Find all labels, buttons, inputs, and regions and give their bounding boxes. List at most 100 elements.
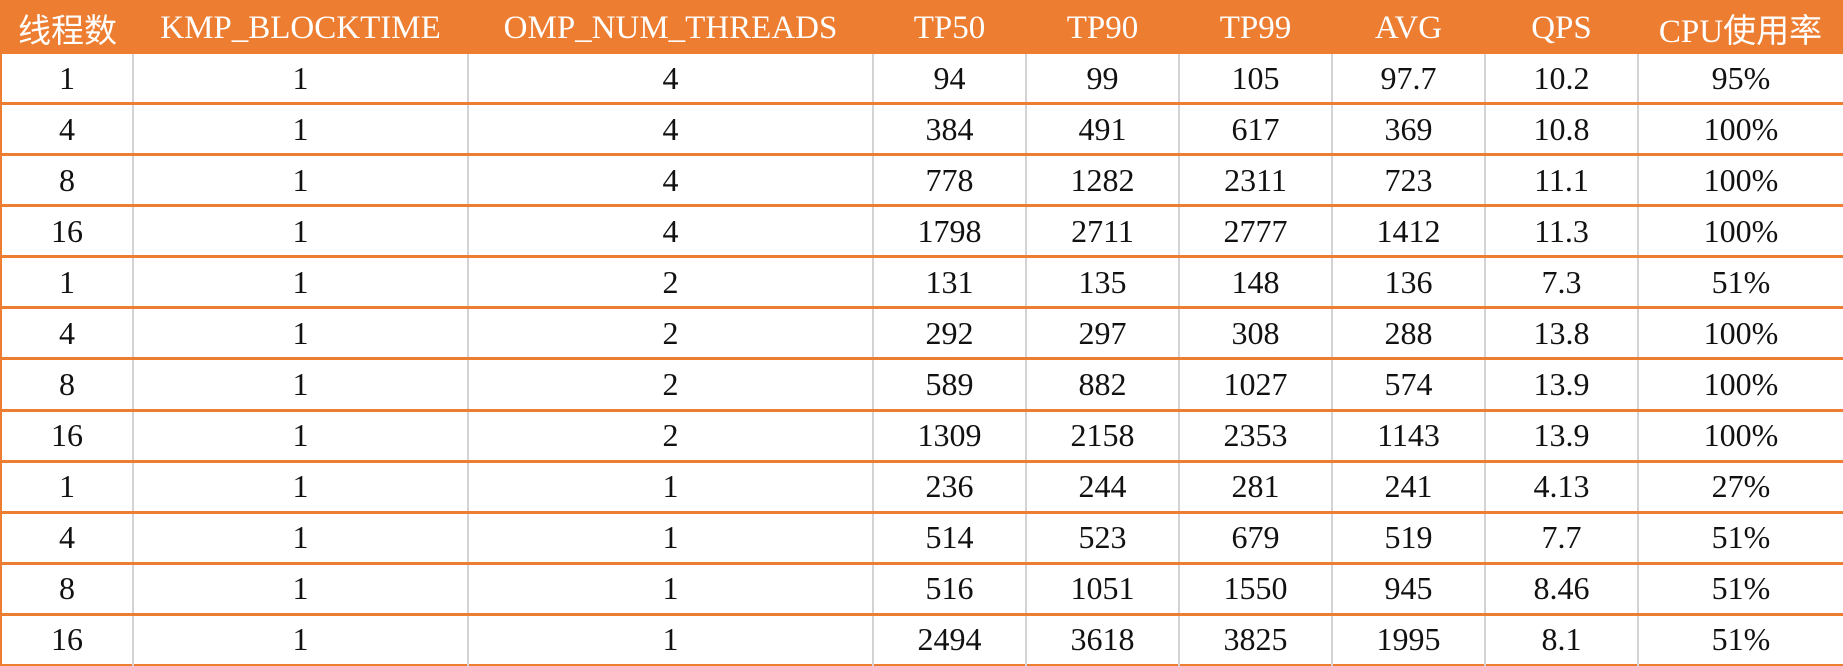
cell-cpu-usage: 100% bbox=[1637, 358, 1843, 412]
cell-omp-num-threads: 1 bbox=[467, 614, 874, 665]
cell-kmp-blocktime: 1 bbox=[132, 154, 469, 208]
cell-qps: 8.46 bbox=[1484, 563, 1639, 616]
cell-tp90: 99 bbox=[1025, 54, 1180, 106]
cell-avg: 136 bbox=[1331, 256, 1486, 310]
table-row: 1 1 1 236 244 281 241 4.13 27% bbox=[1, 461, 1843, 514]
cell-tp90: 491 bbox=[1025, 103, 1180, 157]
cell-tp90: 1051 bbox=[1025, 563, 1180, 616]
cell-tp99: 2311 bbox=[1178, 154, 1333, 208]
cell-tp90: 135 bbox=[1025, 256, 1180, 310]
cell-tp50: 94 bbox=[872, 54, 1027, 106]
header-omp-num-threads: OMP_NUM_THREADS bbox=[468, 1, 873, 54]
cell-cpu-usage: 51% bbox=[1637, 512, 1843, 565]
cell-avg: 1143 bbox=[1331, 410, 1486, 463]
table-row: 8 1 4 778 1282 2311 723 11.1 100% bbox=[1, 154, 1843, 208]
cell-tp50: 131 bbox=[872, 256, 1027, 310]
cell-kmp-blocktime: 1 bbox=[132, 410, 469, 463]
cell-qps: 10.8 bbox=[1484, 103, 1639, 157]
cell-cpu-usage: 100% bbox=[1637, 307, 1843, 361]
table-row: 1 1 4 94 99 105 97.7 10.2 95% bbox=[1, 54, 1843, 106]
cell-tp99: 105 bbox=[1178, 54, 1333, 106]
cell-qps: 13.8 bbox=[1484, 307, 1639, 361]
cell-cpu-usage: 100% bbox=[1637, 410, 1843, 463]
header-avg: AVG bbox=[1332, 1, 1485, 54]
cell-kmp-blocktime: 1 bbox=[132, 205, 469, 259]
cell-tp50: 384 bbox=[872, 103, 1027, 157]
table-row: 4 1 2 292 297 308 288 13.8 100% bbox=[1, 307, 1843, 361]
cell-cpu-usage: 51% bbox=[1637, 563, 1843, 616]
cell-tp50: 589 bbox=[872, 358, 1027, 412]
cell-qps: 11.1 bbox=[1484, 154, 1639, 208]
cell-thread-count: 16 bbox=[1, 410, 134, 463]
cell-qps: 7.3 bbox=[1484, 256, 1639, 310]
cell-avg: 945 bbox=[1331, 563, 1486, 616]
header-tp99: TP99 bbox=[1179, 1, 1332, 54]
cell-thread-count: 4 bbox=[1, 512, 134, 565]
cell-omp-num-threads: 1 bbox=[467, 461, 874, 514]
cell-kmp-blocktime: 1 bbox=[132, 358, 469, 412]
cell-kmp-blocktime: 1 bbox=[132, 256, 469, 310]
cell-kmp-blocktime: 1 bbox=[132, 54, 469, 106]
table-row: 4 1 4 384 491 617 369 10.8 100% bbox=[1, 103, 1843, 157]
cell-cpu-usage: 100% bbox=[1637, 154, 1843, 208]
cell-cpu-usage: 95% bbox=[1637, 54, 1843, 106]
cell-cpu-usage: 27% bbox=[1637, 461, 1843, 514]
table-row: 4 1 1 514 523 679 519 7.7 51% bbox=[1, 512, 1843, 565]
cell-tp99: 281 bbox=[1178, 461, 1333, 514]
cell-qps: 8.1 bbox=[1484, 614, 1639, 665]
cell-tp90: 3618 bbox=[1025, 614, 1180, 665]
table-row: 16 1 1 2494 3618 3825 1995 8.1 51% bbox=[1, 614, 1843, 665]
cell-kmp-blocktime: 1 bbox=[132, 461, 469, 514]
cell-tp99: 148 bbox=[1178, 256, 1333, 310]
header-tp90: TP90 bbox=[1026, 1, 1179, 54]
table-body: 1 1 4 94 99 105 97.7 10.2 95% 4 1 4 384 491 617 369 10.8… bbox=[1, 54, 1843, 665]
cell-omp-num-threads: 4 bbox=[467, 103, 874, 157]
cell-tp90: 297 bbox=[1025, 307, 1180, 361]
cell-omp-num-threads: 1 bbox=[467, 563, 874, 616]
cell-avg: 97.7 bbox=[1331, 54, 1486, 106]
cell-kmp-blocktime: 1 bbox=[132, 307, 469, 361]
cell-omp-num-threads: 2 bbox=[467, 307, 874, 361]
cell-omp-num-threads: 4 bbox=[467, 54, 874, 106]
cell-omp-num-threads: 2 bbox=[467, 256, 874, 310]
header-tp50: TP50 bbox=[873, 1, 1026, 54]
cell-tp99: 1550 bbox=[1178, 563, 1333, 616]
cell-thread-count: 16 bbox=[1, 205, 134, 259]
cell-tp50: 778 bbox=[872, 154, 1027, 208]
cell-tp90: 2158 bbox=[1025, 410, 1180, 463]
cell-qps: 13.9 bbox=[1484, 410, 1639, 463]
cell-tp50: 1798 bbox=[872, 205, 1027, 259]
cell-omp-num-threads: 2 bbox=[467, 358, 874, 412]
cell-thread-count: 1 bbox=[1, 256, 134, 310]
cell-avg: 241 bbox=[1331, 461, 1486, 514]
table-row: 8 1 1 516 1051 1550 945 8.46 51% bbox=[1, 563, 1843, 616]
table-row: 16 1 2 1309 2158 2353 1143 13.9 100% bbox=[1, 410, 1843, 463]
header-qps: QPS bbox=[1485, 1, 1638, 54]
cell-avg: 369 bbox=[1331, 103, 1486, 157]
cell-cpu-usage: 51% bbox=[1637, 614, 1843, 665]
table-row: 8 1 2 589 882 1027 574 13.9 100% bbox=[1, 358, 1843, 412]
cell-tp50: 2494 bbox=[872, 614, 1027, 665]
cell-tp99: 2353 bbox=[1178, 410, 1333, 463]
cell-thread-count: 16 bbox=[1, 614, 134, 665]
cell-avg: 1412 bbox=[1331, 205, 1486, 259]
cell-avg: 519 bbox=[1331, 512, 1486, 565]
cell-qps: 7.7 bbox=[1484, 512, 1639, 565]
cell-tp99: 3825 bbox=[1178, 614, 1333, 665]
cell-avg: 574 bbox=[1331, 358, 1486, 412]
cell-tp90: 523 bbox=[1025, 512, 1180, 565]
cell-tp90: 244 bbox=[1025, 461, 1180, 514]
cell-cpu-usage: 100% bbox=[1637, 205, 1843, 259]
header-kmp-blocktime: KMP_BLOCKTIME bbox=[133, 1, 468, 54]
cell-qps: 13.9 bbox=[1484, 358, 1639, 412]
cell-omp-num-threads: 1 bbox=[467, 512, 874, 565]
header-row: 线程数 KMP_BLOCKTIME OMP_NUM_THREADS TP50 T… bbox=[1, 1, 1843, 54]
cell-kmp-blocktime: 1 bbox=[132, 563, 469, 616]
cell-omp-num-threads: 2 bbox=[467, 410, 874, 463]
cell-tp90: 1282 bbox=[1025, 154, 1180, 208]
cell-thread-count: 4 bbox=[1, 307, 134, 361]
cell-avg: 288 bbox=[1331, 307, 1486, 361]
cell-thread-count: 8 bbox=[1, 563, 134, 616]
cell-omp-num-threads: 4 bbox=[467, 205, 874, 259]
